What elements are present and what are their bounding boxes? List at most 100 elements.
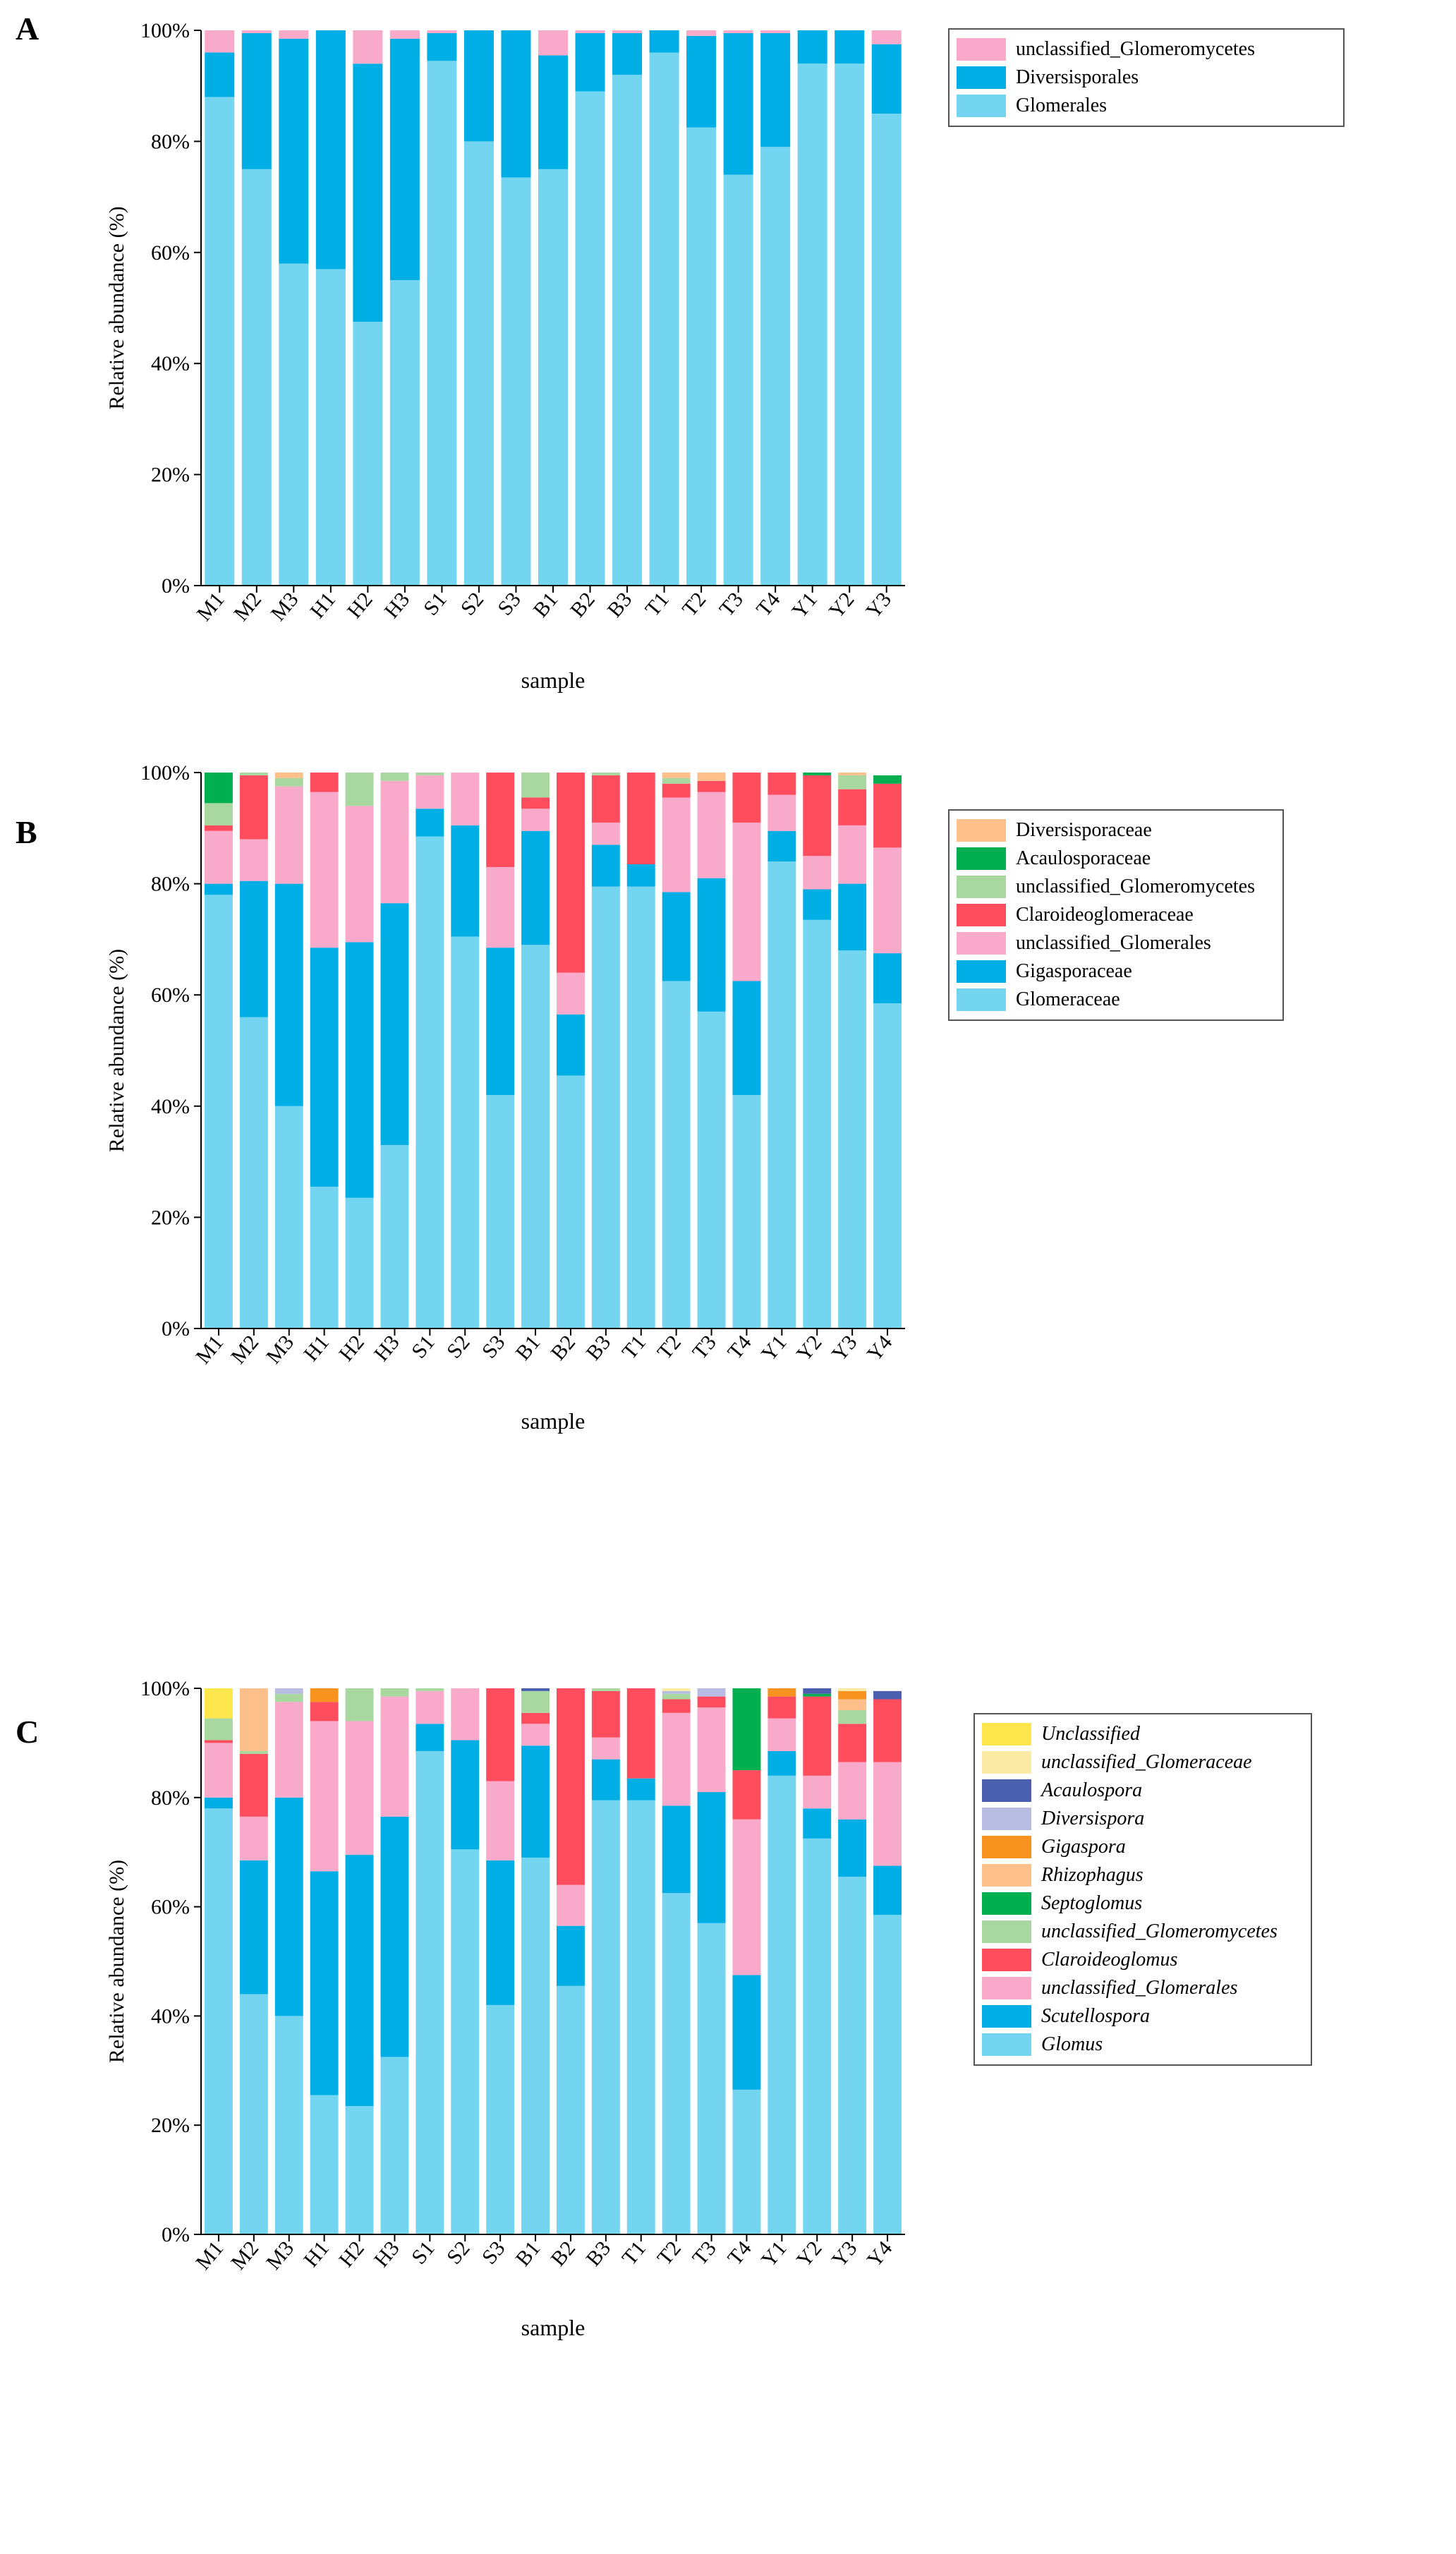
x-tick-label: S2 (456, 588, 489, 619)
bar-segment-Y4-Gigasporaceae (873, 953, 902, 1004)
bar-segment-Y4-unclassified_Glomerales (873, 1762, 902, 1866)
x-tick-label: T3 (688, 1331, 721, 1364)
bar-segment-B1-Claroideoglomeraceae (521, 797, 550, 809)
bar-segment-M3-unclassified_Glomeromycetes (274, 1693, 303, 1702)
bar-segment-S1-unclassified_Glomeromycetes (415, 1688, 444, 1691)
bar-segment-B2-Scutellospora (556, 1925, 585, 1986)
bar-segment-T2-unclassified_Glomerales (662, 1712, 691, 1806)
legend-label: Glomeraceae (1016, 988, 1120, 1010)
x-tick-label: T2 (653, 1331, 686, 1364)
bar-segment-H1-unclassified_Glomerales (310, 792, 339, 948)
bar-segment-S1-unclassified_Glomeromycetes (415, 773, 444, 775)
bar-segment-T1-Claroideoglomeraceae (626, 773, 655, 865)
legend-item: Acaulosporaceae (957, 845, 1275, 873)
bar-segment-B1-Diversisporales (538, 55, 569, 169)
x-tick-label: T2 (653, 2237, 686, 2270)
x-tick-label: S3 (493, 588, 526, 619)
y-tick-label: 60% (151, 241, 190, 265)
bar-segment-S1-unclassified_Glomerales (415, 775, 444, 809)
bar-segment-T2-unclassified_Glomeromycetes (662, 1693, 691, 1700)
bar-segment-B1-Glomeraceae (521, 945, 550, 1329)
bar-segment-T3-unclassified_Glomerales (697, 1707, 726, 1793)
bar-segment-H2-unclassified_Glomeromycetes (345, 773, 374, 806)
legend-swatch (982, 1779, 1031, 1802)
legend-swatch (957, 876, 1006, 898)
x-tick-label: T4 (752, 588, 785, 621)
y-tick-label: 20% (151, 2114, 190, 2137)
bar-segment-M1-Glomeraceae (204, 895, 233, 1329)
bar-segment-Y1-unclassified_Glomerales (768, 794, 796, 831)
bar-segment-H3-Diversisporales (389, 38, 420, 281)
bar-segment-Y3-unclassified_Glomeromycetes (838, 775, 867, 789)
bar-segment-T4-Claroideoglomeraceae (732, 773, 761, 823)
y-tick-label: 60% (151, 984, 190, 1007)
legend-label: Septoglomus (1041, 1892, 1143, 1914)
bar-segment-T3-Diversisporaceae (697, 773, 726, 781)
bar-segment-Y3-Diversisporales (871, 44, 902, 114)
x-tick-label: T3 (715, 588, 748, 621)
bar-segment-H3-unclassified_Glomeromycetes (380, 1688, 409, 1697)
bar-segment-M3-Gigasporaceae (274, 883, 303, 1106)
bar-segment-Y1-Glomerales (797, 63, 827, 586)
x-tick-label: H2 (334, 2237, 369, 2271)
y-tick-label: 20% (151, 464, 190, 487)
bar-segment-Y2-Septoglomus (803, 1693, 832, 1697)
x-tick-label: Y1 (757, 1331, 791, 1365)
bar-segment-M1-Gigasporaceae (204, 883, 233, 895)
bar-segment-M2-unclassified_Glomerales (239, 1816, 268, 1860)
bar-segment-M2-Claroideoglomus (239, 1753, 268, 1817)
bar-segment-Y2-Diversisporales (835, 30, 865, 64)
x-tick-label: B1 (529, 588, 563, 622)
bar-segment-B1-unclassified_Glomerales (521, 809, 550, 831)
bar-segment-T3-unclassified_Glomerales (697, 792, 726, 878)
x-tick-label: M3 (262, 1331, 298, 1368)
bar-segment-S2-Glomus (451, 1849, 480, 2234)
legend-item: Gigaspora (982, 1833, 1304, 1861)
bar-segment-S1-Glomeraceae (415, 836, 444, 1329)
panel-a: A 0% 20% 40% 60% 80% 100% M1 M2 M3 H1 H2 H3 S1 S2 S3 B1… (0, 0, 1456, 818)
legend-item: Claroideoglomeraceae (957, 901, 1275, 929)
x-tick-label: B2 (566, 588, 600, 622)
y-tick-label: 40% (151, 2004, 190, 2028)
bar-segment-B2-unclassified_Glomeromycetes (575, 30, 605, 33)
x-tick-label: Y4 (863, 2237, 897, 2271)
bar-segment-Y2-Acaulospora (803, 1688, 832, 1694)
bar-segment-H3-Glomerales (389, 280, 420, 586)
bar-segment-M1-unclassified_Glomerales (204, 1743, 233, 1798)
bar-segment-S1-unclassified_Glomerales (415, 1690, 444, 1724)
x-tick-label: B2 (547, 1331, 581, 1364)
bar-segment-T4-Glomerales (760, 147, 791, 586)
bar-segment-Y3-unclassified_Glomeromycetes (838, 1709, 867, 1724)
bar-segment-H1-Diversisporales (315, 30, 346, 270)
legend-item: Glomeraceae (957, 986, 1275, 1014)
bar-segment-Y3-unclassified_Glomerales (838, 825, 867, 884)
bar-segment-T1-Scutellospora (626, 1778, 655, 1800)
bar-segment-B3-unclassified_Glomerales (591, 1737, 620, 1760)
bar-segment-Y3-Claroideoglomeraceae (838, 789, 867, 825)
legend-item: unclassified_Glomerales (982, 1974, 1304, 2002)
bar-segment-T2-Glomerales (686, 127, 717, 586)
bar-segment-T4-Glomeraceae (732, 1095, 761, 1329)
x-tick-label: H1 (299, 1331, 334, 1365)
bar-segment-B2-Glomeraceae (556, 1075, 585, 1329)
y-tick-label: 0% (162, 574, 190, 598)
bar-segment-H1-Claroideoglomeraceae (310, 773, 339, 792)
bar-segment-T3-Glomus (697, 1923, 726, 2234)
bar-segment-T3-Diversispora (697, 1688, 726, 1697)
bar-segment-M1-unclassified_Glomerales (204, 830, 233, 884)
bar-segment-M1-Glomerales (205, 97, 235, 586)
x-tick-label: B2 (547, 2237, 581, 2270)
legend-b: Diversisporaceae Acaulosporaceae unclassif… (948, 809, 1284, 1021)
bar-segment-M2-unclassified_Glomeromycetes (239, 1751, 268, 1754)
legend-swatch (957, 932, 1006, 955)
bar-segment-T3-Glomeraceae (697, 1011, 726, 1329)
x-tick-label: Y3 (827, 2237, 862, 2271)
bar-segment-S2-Glomeraceae (451, 936, 480, 1329)
bar-segment-B1-unclassified_Glomeromycetes (538, 30, 569, 56)
bar-segment-S1-unclassified_Glomeromycetes (427, 30, 457, 33)
bar-segment-S3-Claroideoglomeraceae (486, 773, 515, 867)
bar-segment-S1-Diversisporales (427, 32, 457, 61)
bar-segment-T2-Diversisporaceae (662, 773, 691, 778)
bar-segment-H2-unclassified_Glomeromycetes (353, 30, 383, 64)
